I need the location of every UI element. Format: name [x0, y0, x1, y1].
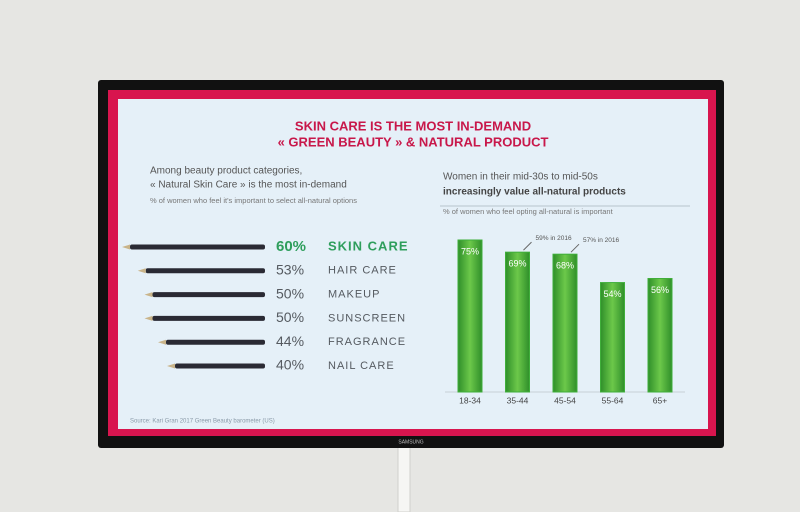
value-label: 50% — [276, 309, 304, 325]
category-label: SUNSCREEN — [328, 312, 406, 324]
slide-title: SKIN CARE IS THE MOST IN-DEMAND — [295, 118, 531, 133]
chart-subtitle-box: % of women who feel it's important to se… — [150, 196, 357, 205]
bar — [552, 253, 578, 393]
category-label: HAIR CARE — [328, 265, 397, 277]
pencil — [175, 363, 265, 369]
x-tick-label: 45-54 — [554, 395, 576, 405]
value-label: 54% — [603, 289, 621, 299]
value-label: 44% — [276, 333, 304, 349]
slide-title: « GREEN BEAUTY » & NATURAL PRODUCT — [278, 134, 549, 149]
pencil — [145, 268, 265, 274]
chart-subtitle: % of women who feel opting all-natural i… — [443, 207, 614, 216]
value-label: 60% — [276, 238, 306, 255]
value-label: 53% — [276, 262, 304, 278]
annotation-pointer — [570, 243, 580, 253]
bar — [600, 282, 625, 393]
pencil-tip — [158, 339, 166, 345]
pencil-tip — [144, 315, 153, 321]
x-tick-label: 65+ — [653, 395, 667, 405]
bar — [505, 251, 530, 393]
annotation-pointer — [523, 241, 532, 251]
bar — [647, 278, 673, 393]
chart-title: increasingly value all-natural products — [443, 187, 626, 198]
value-label: 68% — [556, 261, 574, 271]
chart-title: Among beauty product categories, — [150, 166, 302, 177]
annotation: 59% in 2016 — [536, 235, 573, 242]
bar — [457, 239, 483, 393]
value-label: 75% — [461, 246, 479, 256]
category-label: FRAGRANCE — [328, 336, 406, 348]
value-label: 56% — [651, 285, 669, 295]
x-tick-label: 35-44 — [507, 395, 529, 405]
value-label: 50% — [276, 285, 304, 301]
pencil — [166, 339, 265, 345]
pencil — [152, 292, 265, 298]
pencil-tip — [144, 292, 153, 298]
annotation: 57% in 2016 — [583, 237, 620, 244]
category-label: NAIL CARE — [328, 360, 395, 372]
chart-title: Women in their mid-30s to mid-50s — [443, 172, 598, 183]
x-tick-label: 18-34 — [459, 395, 481, 405]
pencil-tip — [137, 268, 146, 274]
chart-title: « Natural Skin Care » is the most in-dem… — [150, 180, 347, 191]
category-label: MAKEUP — [328, 289, 380, 301]
category-label: SKIN CARE — [328, 238, 409, 253]
value-label: 69% — [508, 259, 526, 269]
pencil-tip — [167, 363, 175, 369]
cable-cover — [397, 439, 411, 513]
pencil — [152, 315, 265, 321]
pencil — [130, 244, 265, 250]
value-label: 40% — [276, 357, 304, 373]
pencil-tip — [122, 244, 130, 250]
brand: SAMSUNG — [398, 439, 423, 445]
source: Source: Kari Gran 2017 Green Beauty baro… — [130, 419, 275, 425]
x-tick-label: 55-64 — [602, 395, 624, 405]
chart-subtitle: % of women who feel it's important to se… — [150, 196, 357, 205]
